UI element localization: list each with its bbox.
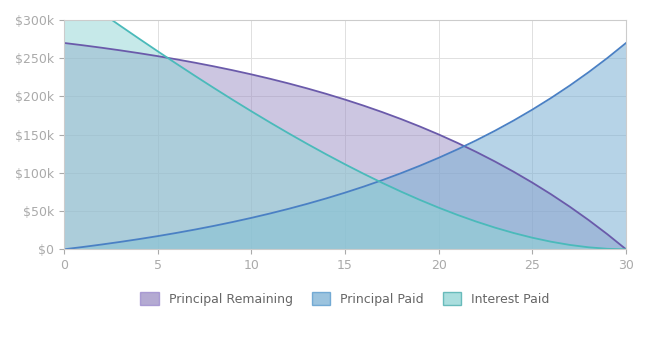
Legend: Principal Remaining, Principal Paid, Interest Paid: Principal Remaining, Principal Paid, Int… xyxy=(134,286,556,312)
